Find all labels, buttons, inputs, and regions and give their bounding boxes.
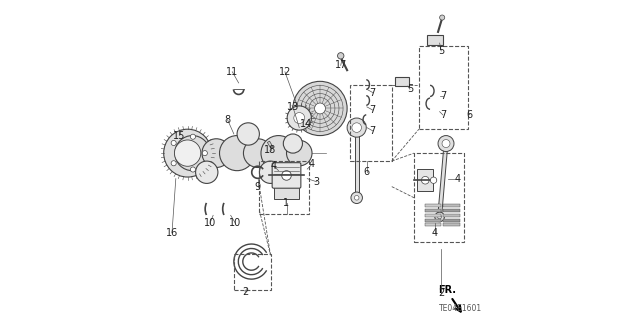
Text: 18: 18 <box>264 145 276 155</box>
Circle shape <box>202 151 207 156</box>
Text: 16: 16 <box>166 228 178 238</box>
Circle shape <box>190 134 195 139</box>
Text: 14: 14 <box>300 119 312 130</box>
Text: 17: 17 <box>335 60 347 70</box>
Text: 9: 9 <box>255 182 261 192</box>
FancyBboxPatch shape <box>272 163 301 188</box>
Text: 7: 7 <box>369 87 376 98</box>
Text: 4: 4 <box>432 228 438 238</box>
Text: 8: 8 <box>225 115 230 125</box>
Circle shape <box>355 196 359 200</box>
Text: TE04E1601: TE04E1601 <box>439 304 482 313</box>
Text: FR.: FR. <box>438 285 456 295</box>
Ellipse shape <box>261 136 296 171</box>
Circle shape <box>351 192 362 204</box>
Bar <box>268 141 273 149</box>
Bar <box>425 214 441 217</box>
Bar <box>425 223 441 226</box>
Circle shape <box>442 139 450 148</box>
Polygon shape <box>234 132 252 155</box>
Text: 10: 10 <box>204 218 216 228</box>
Circle shape <box>337 53 344 59</box>
Bar <box>417 169 433 191</box>
Text: 4: 4 <box>271 161 277 171</box>
Bar <box>443 219 460 222</box>
Circle shape <box>435 212 444 222</box>
Polygon shape <box>438 143 448 217</box>
Circle shape <box>430 177 436 183</box>
Polygon shape <box>204 152 220 174</box>
Text: 13: 13 <box>287 102 299 112</box>
Circle shape <box>164 129 212 177</box>
Text: 5: 5 <box>438 46 444 56</box>
Text: 11: 11 <box>226 67 239 77</box>
Bar <box>443 204 460 207</box>
Circle shape <box>352 123 362 132</box>
Bar <box>443 223 460 226</box>
Text: 6: 6 <box>467 110 473 120</box>
Circle shape <box>293 81 347 136</box>
Circle shape <box>175 140 201 166</box>
Bar <box>425 209 441 212</box>
Polygon shape <box>395 77 410 86</box>
Text: 5: 5 <box>407 84 413 94</box>
Text: 15: 15 <box>173 130 186 141</box>
Circle shape <box>438 136 454 152</box>
Circle shape <box>438 215 442 219</box>
Text: 1: 1 <box>284 197 289 208</box>
Bar <box>425 204 441 207</box>
Circle shape <box>282 171 291 180</box>
Bar <box>443 214 460 217</box>
Circle shape <box>440 15 445 20</box>
Ellipse shape <box>259 161 282 183</box>
Text: 7: 7 <box>369 126 376 136</box>
Text: 4: 4 <box>454 174 460 184</box>
Circle shape <box>171 140 176 145</box>
Text: 7: 7 <box>440 110 446 120</box>
Ellipse shape <box>220 136 255 171</box>
Circle shape <box>294 113 305 123</box>
Text: 2: 2 <box>242 287 248 297</box>
Text: 4: 4 <box>309 159 315 169</box>
Circle shape <box>315 103 325 114</box>
Polygon shape <box>355 128 358 198</box>
Circle shape <box>347 118 366 137</box>
Text: 12: 12 <box>279 67 291 77</box>
Text: 10: 10 <box>229 218 241 228</box>
Bar <box>274 187 300 199</box>
Ellipse shape <box>284 134 303 153</box>
Bar <box>443 209 460 212</box>
Bar <box>425 219 441 222</box>
Ellipse shape <box>287 140 312 166</box>
Circle shape <box>287 106 312 130</box>
Circle shape <box>422 176 429 184</box>
Text: 2: 2 <box>438 288 444 298</box>
Text: 7: 7 <box>440 91 446 101</box>
Ellipse shape <box>202 139 230 167</box>
Polygon shape <box>255 151 273 174</box>
Text: 3: 3 <box>314 177 320 187</box>
Ellipse shape <box>196 161 218 183</box>
Text: 7: 7 <box>369 105 376 115</box>
Polygon shape <box>276 141 294 156</box>
Circle shape <box>190 167 195 172</box>
Ellipse shape <box>175 136 210 171</box>
Circle shape <box>171 161 176 166</box>
Polygon shape <box>427 35 443 45</box>
Ellipse shape <box>237 123 259 145</box>
Ellipse shape <box>243 139 272 167</box>
Text: 6: 6 <box>364 167 370 177</box>
